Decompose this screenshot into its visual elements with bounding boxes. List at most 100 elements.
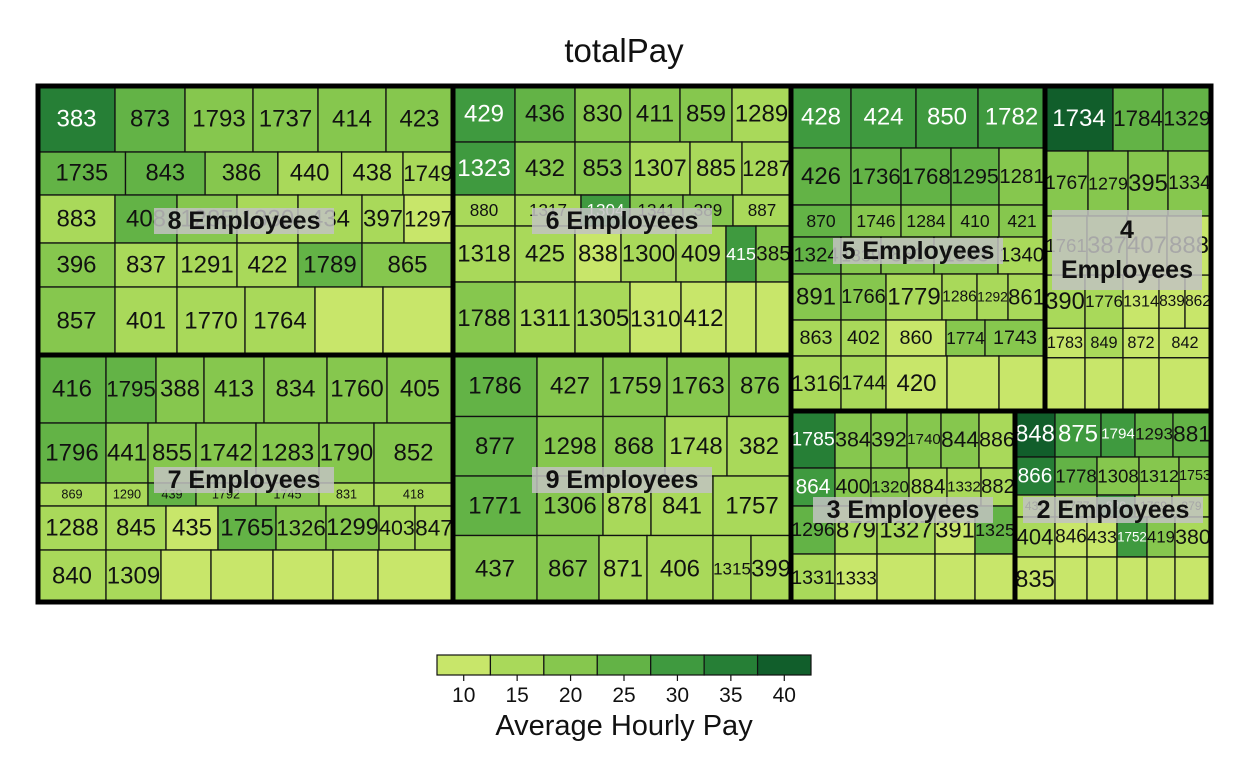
treemap-cell: [402, 151, 454, 196]
treemap-cell-label: 395: [1128, 170, 1168, 197]
treemap-cell-label: 1329: [1163, 107, 1211, 131]
treemap-cell: [536, 534, 600, 603]
treemap-cell-label: 1331: [791, 567, 835, 589]
treemap-cell-label: 415: [726, 244, 756, 264]
treemap-cell: [712, 475, 792, 537]
treemap-cell-label: 886: [979, 428, 1015, 452]
treemap-cell-label: 862: [1185, 293, 1211, 310]
treemap-cell: [377, 549, 454, 603]
treemap-cell: [946, 355, 1000, 412]
treemap-cell-label: 837: [126, 252, 166, 279]
treemap-cell-label: 830: [582, 101, 622, 128]
treemap-cell-label: 855: [152, 440, 192, 467]
treemap-cell-label: 846: [1055, 527, 1087, 548]
treemap-cell-label: 1314: [1123, 293, 1159, 311]
treemap-cell-label: 1281: [999, 165, 1045, 188]
legend-tick-label: 40: [773, 684, 796, 707]
treemap-cell-label: 872: [1127, 334, 1154, 352]
treemap-cell-label: 1785: [791, 429, 835, 451]
treemap-cell: [1146, 556, 1176, 603]
treemap-cell: [1044, 85, 1114, 152]
treemap-cell-label: 1776: [1085, 292, 1123, 311]
treemap-group-labels: 8 Employees 6 Employees 5 Employees 4 Employ…: [154, 207, 1203, 524]
treemap-cell-label: 1289: [735, 101, 788, 128]
treemap-cell-label: 399: [751, 555, 791, 582]
treemap-cell-label: 1744: [841, 373, 886, 395]
treemap-cell-label: 390: [1045, 288, 1085, 315]
treemap-cell-label: 1782: [985, 104, 1038, 131]
treemap-cell-label: 850: [927, 104, 967, 131]
treemap-cell-label: 433: [1087, 527, 1117, 547]
treemap-group-label: 6 Employees: [546, 207, 699, 235]
treemap-cell-label: 403: [379, 516, 415, 540]
treemap-cell-label: 1324: [793, 245, 838, 267]
treemap-cell-label: 426: [801, 163, 841, 190]
treemap-cell: [1054, 456, 1098, 496]
treemap-cell-label: 410: [960, 211, 990, 231]
treemap-cell: [340, 151, 404, 196]
treemap-cell: [870, 410, 908, 469]
group-label-background: [833, 238, 1003, 264]
treemap-cell-label: 421: [1007, 211, 1036, 231]
treemap-cell-label: 1794: [1101, 426, 1135, 443]
treemap-cell: [314, 286, 384, 356]
treemap-cell: [790, 147, 852, 206]
treemap-cell-label: 1306: [543, 492, 596, 519]
treemap-cell: [1116, 556, 1148, 603]
treemap-cell: [452, 534, 538, 603]
treemap-cell-label: 1296: [791, 519, 835, 541]
treemap-cell: [1158, 327, 1212, 359]
treemap-cell: [574, 141, 631, 196]
treemap-cell-label: 865: [387, 252, 427, 279]
treemap-cell: [1054, 410, 1102, 458]
treemap-cell-label: 1784: [1113, 106, 1163, 131]
treemap-cell-label: 425: [525, 241, 565, 268]
treemap-group-label: 7 Employees: [168, 466, 321, 494]
group-label-background: [813, 497, 993, 523]
treemap-cell: [850, 147, 902, 206]
treemap-cell-label: 432: [525, 155, 565, 182]
treemap-cell: [790, 273, 842, 321]
treemap-cell: [373, 422, 454, 484]
treemap-cell: [244, 286, 316, 356]
treemap-cell: [452, 141, 516, 196]
treemap-cell-label: 402: [847, 327, 880, 349]
treemap-cell-label: 1312: [1139, 466, 1179, 486]
treemap-cell-label: 871: [603, 555, 643, 582]
treemap-cell-label: 1323: [457, 155, 510, 182]
treemap-cell: [790, 410, 836, 469]
legend-tick-label: 25: [612, 684, 635, 707]
treemap-cell-label: 1295: [951, 165, 999, 189]
treemap-cell-label: 885: [696, 155, 736, 182]
treemap-cell: [977, 85, 1046, 149]
treemap-group-label: 3 Employees: [827, 496, 980, 524]
treemap-cell-label: 1325: [975, 520, 1015, 540]
treemap-cell-label: 423: [399, 106, 439, 133]
treemap-cell-label: 440: [290, 161, 330, 187]
treemap-cell: [105, 505, 167, 551]
treemap-cell-label: 1768: [901, 164, 951, 189]
treemap-cell: [361, 194, 405, 244]
treemap-cell-label: 1753: [1179, 468, 1211, 484]
treemap-cell: [574, 85, 631, 143]
treemap-cell: [790, 85, 852, 149]
treemap-cell-label: 1767: [1045, 173, 1088, 194]
group-label-background: [1052, 210, 1202, 290]
treemap-cell: [1172, 410, 1212, 458]
treemap-cell-label: 1765: [220, 515, 273, 542]
treemap-cell: [217, 505, 277, 551]
treemap-cell-label: 1764: [253, 308, 306, 335]
treemap-cell-label: 878: [607, 492, 647, 519]
group-label-background: [532, 208, 712, 234]
treemap-cell: [514, 85, 576, 143]
treemap-cell-label: 436: [525, 101, 565, 128]
treemap-cell-label: 1766: [841, 286, 886, 308]
treemap-cell-label: 400: [836, 476, 871, 499]
treemap-cell-label: 428: [801, 104, 841, 131]
treemap-cell-label: 419: [1147, 528, 1175, 547]
treemap-cell: [906, 410, 942, 469]
treemap-group-border: [35, 352, 456, 605]
treemap-cell: [850, 204, 902, 238]
